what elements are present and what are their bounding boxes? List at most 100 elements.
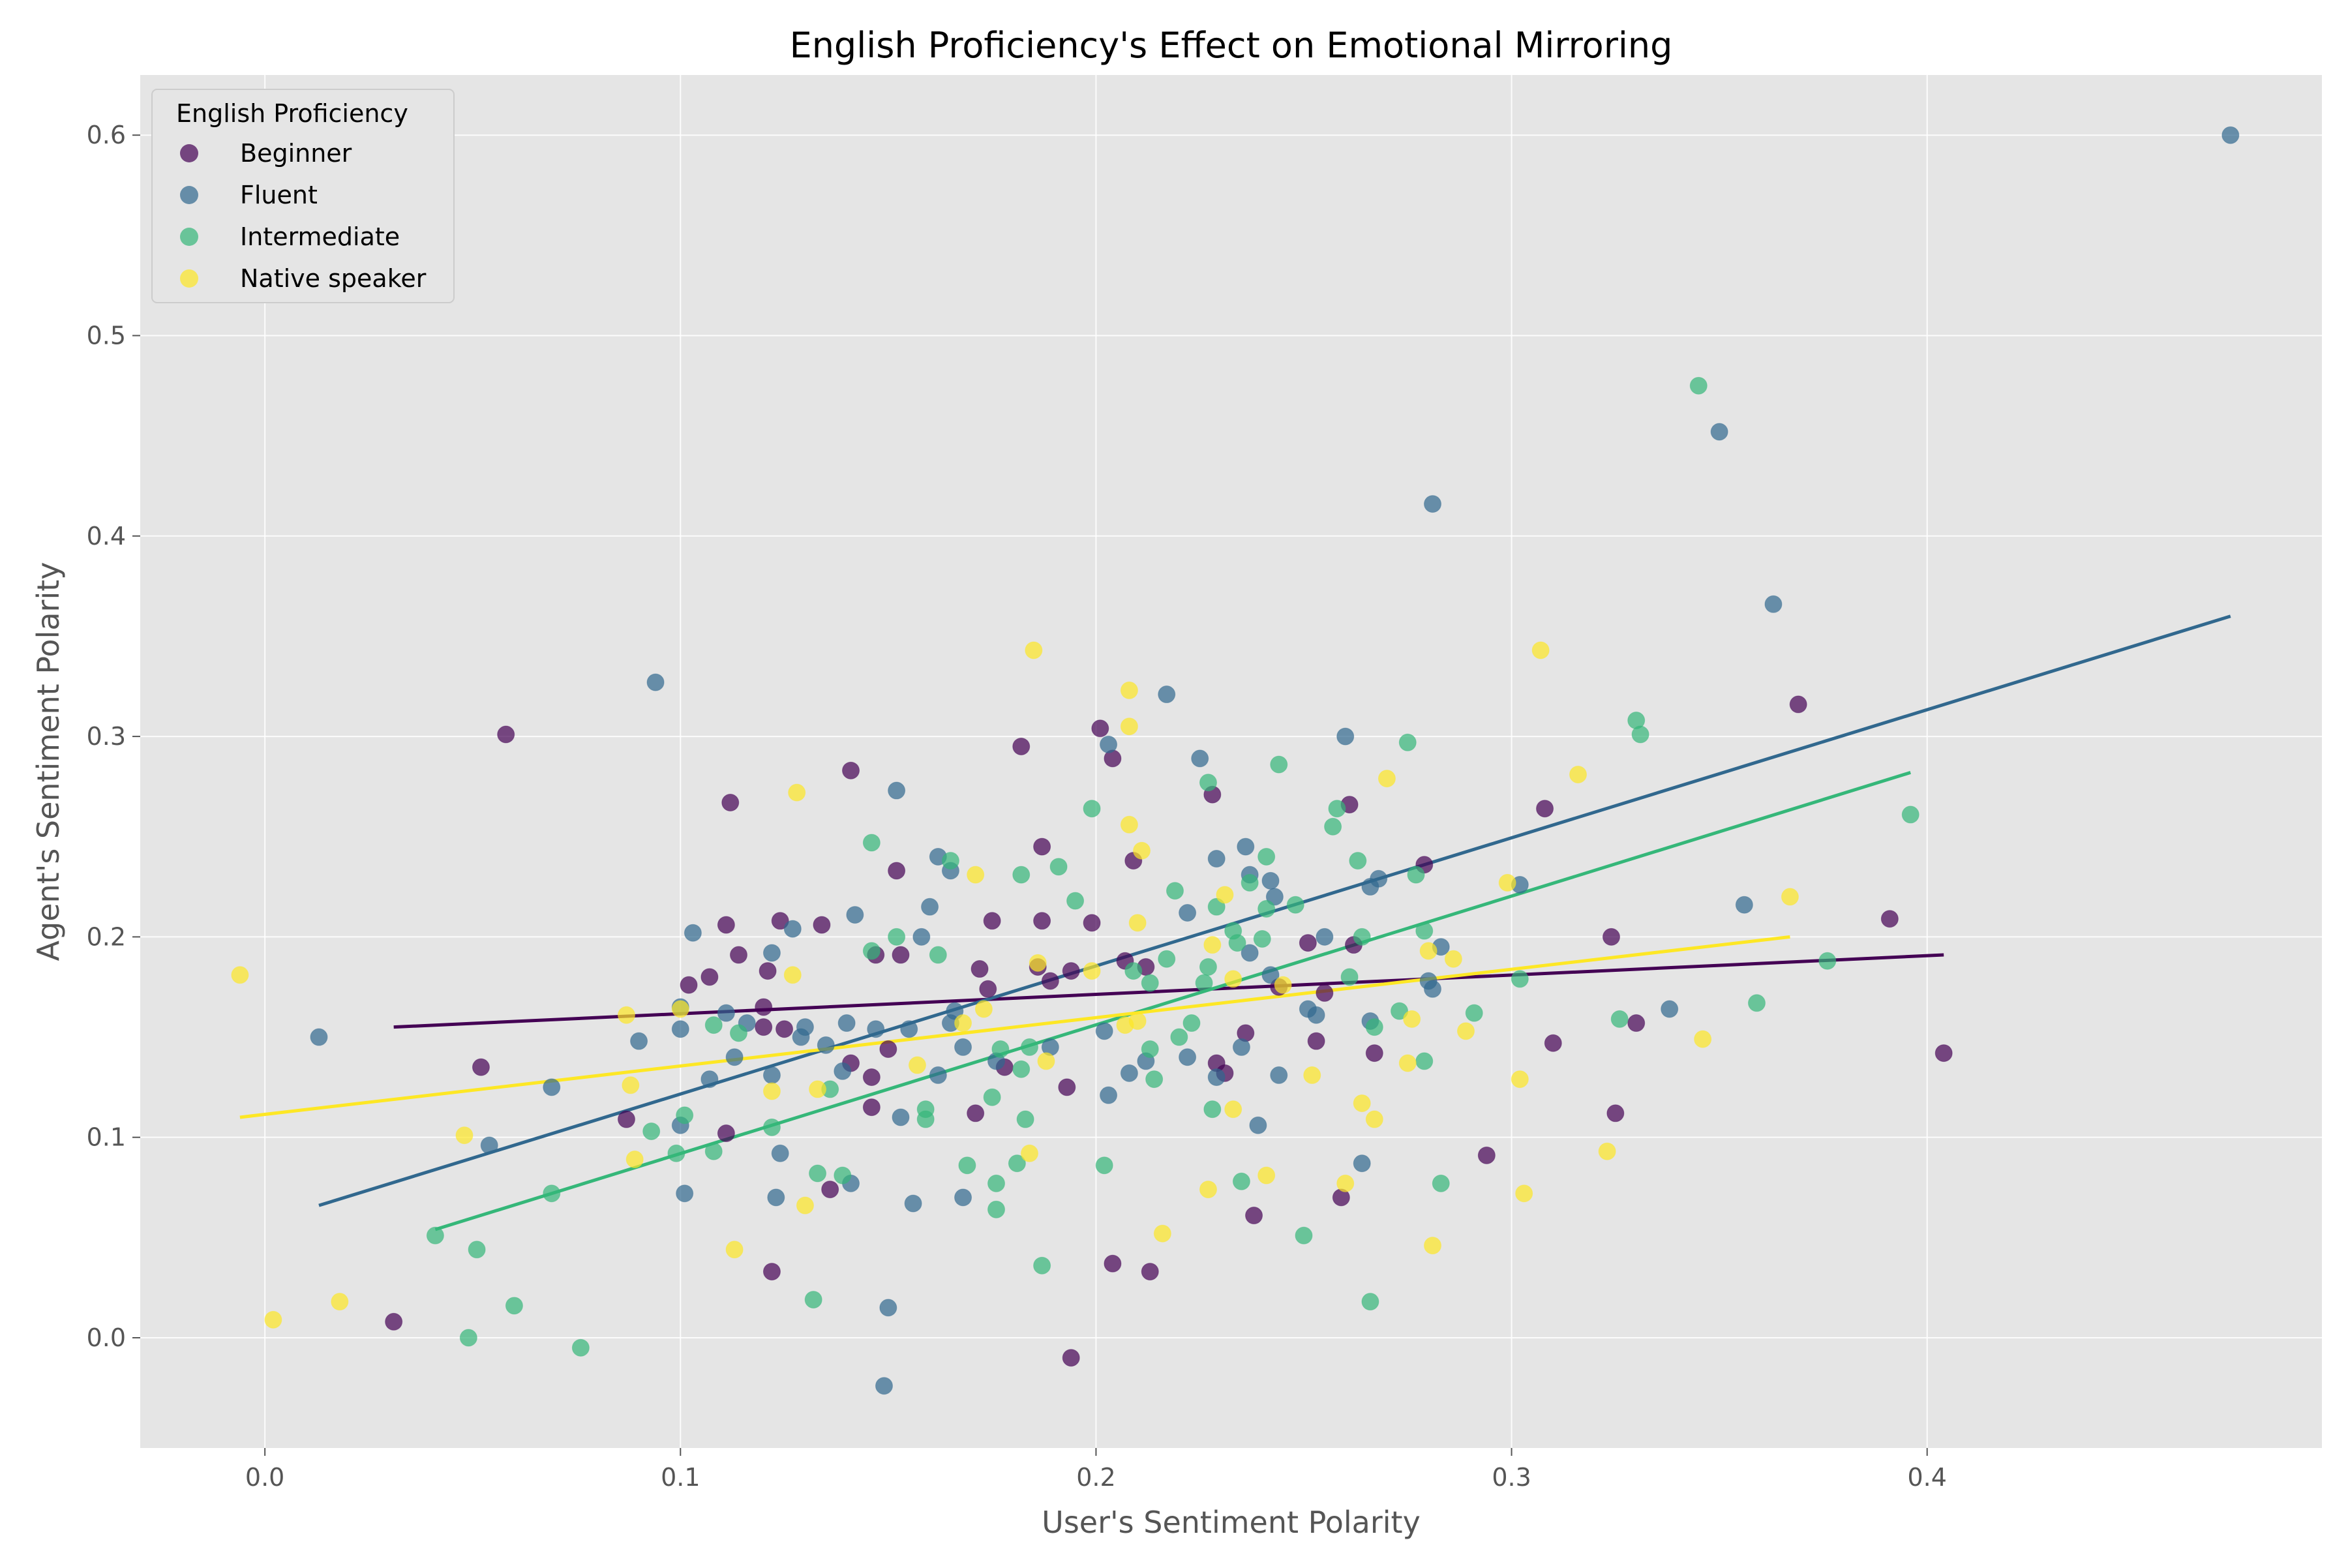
point-intermediate [1012,1060,1031,1078]
point-fluent [1261,966,1280,984]
point-intermediate [1016,1110,1034,1128]
point-fluent [1100,735,1118,753]
point-intermediate [1818,952,1837,970]
point-intermediate [1049,858,1068,876]
point-native-speaker [622,1076,640,1094]
y-tick-label: 0.1 [87,1123,126,1152]
point-beginner [617,1110,635,1128]
y-axis-label: Agent's Sentiment Polarity [31,562,66,961]
point-intermediate [1199,774,1217,792]
point-native-speaker [1598,1142,1616,1160]
point-fluent [1237,837,1255,856]
point-intermediate [1610,1010,1629,1028]
legend-marker-beginner [180,144,198,162]
point-beginner [979,980,997,998]
y-tick-label: 0.6 [87,121,126,149]
point-native-speaker [1377,770,1396,788]
point-beginner [729,946,747,964]
point-native-speaker [725,1241,744,1259]
point-beginner [771,912,789,930]
point-native-speaker [1199,1181,1217,1199]
point-native-speaker [1336,1174,1355,1192]
point-beginner [862,1098,880,1117]
legend-marker-fluent [180,186,198,204]
point-intermediate [1145,1070,1164,1089]
point-native-speaker [1128,1012,1147,1030]
point-intermediate [1257,899,1276,918]
point-native-speaker [1424,1237,1442,1255]
point-native-speaker [1120,681,1138,699]
legend-items: Beginner Fluent Intermediate Native speaker [180,139,427,293]
point-intermediate [468,1241,486,1259]
x-tick-label: 0.1 [661,1463,700,1492]
point-native-speaker [1694,1030,1712,1048]
point-intermediate [1361,1293,1379,1311]
legend-label-intermediate: Intermediate [240,222,400,251]
point-native-speaker [1398,1054,1417,1072]
point-fluent [1158,686,1176,704]
point-intermediate [1415,1052,1434,1070]
point-intermediate [459,1329,477,1347]
point-intermediate [1465,1004,1483,1022]
point-intermediate [1228,934,1246,952]
point-native-speaker [1020,1144,1038,1162]
point-native-speaker [1419,942,1437,960]
y-tick-label: 0.3 [87,722,126,751]
y-tick-label: 0.2 [87,922,126,951]
point-fluent [1191,749,1209,768]
point-beginner [1083,914,1101,932]
point-beginner [892,946,910,964]
point-beginner [1477,1146,1496,1164]
point-native-speaker [1257,1166,1276,1184]
point-intermediate [809,1164,827,1183]
point-intermediate [704,1142,723,1160]
point-fluent [1424,980,1442,998]
point-fluent [946,1002,964,1020]
point-beginner [1606,1104,1625,1123]
point-intermediate [1398,733,1417,751]
point-intermediate [1095,1156,1113,1175]
point-beginner [759,962,777,980]
point-fluent [1661,1000,1679,1018]
point-native-speaker [671,1000,689,1018]
point-fluent [1232,1038,1250,1056]
point-intermediate [1199,957,1217,976]
point-beginner [821,1181,839,1199]
point-intermediate [1241,873,1259,892]
point-intermediate [1349,852,1367,870]
point-native-speaker [762,1082,781,1100]
point-fluent [834,1062,852,1080]
point-native-speaker [1569,765,1588,783]
trend-line-fluent [318,614,2231,1207]
legend-marker-native-speaker [180,269,198,288]
point-beginner [385,1312,403,1331]
point-fluent [310,1028,328,1046]
point-fluent [783,920,802,938]
chart-title: English Proficiency's Effect on Emotiona… [790,25,1673,66]
point-native-speaker [1511,1070,1529,1089]
point-native-speaker [625,1150,644,1168]
point-native-speaker [1456,1022,1475,1040]
point-native-speaker [1444,950,1462,968]
point-native-speaker [1353,1094,1371,1112]
point-fluent [1179,1048,1197,1066]
point-fluent [1241,944,1259,962]
point-fluent [1270,1066,1288,1084]
point-intermediate [983,1088,1001,1106]
point-native-speaker [783,966,802,984]
point-intermediate [1012,866,1031,884]
point-intermediate [1353,927,1371,946]
point-beginner [1012,737,1031,755]
point-fluent [1261,871,1280,890]
point-native-speaker [1531,641,1550,659]
point-intermediate [1203,1100,1222,1119]
y-tick-label: 0.4 [87,522,126,550]
point-beginner [967,1104,985,1123]
point-fluent [892,1108,910,1126]
point-intermediate [426,1226,444,1244]
point-fluent [771,1144,789,1162]
point-fluent [684,924,702,942]
legend-title: English Proficiency [176,99,408,128]
point-fluent [1120,1064,1138,1082]
point-beginner [700,968,719,986]
